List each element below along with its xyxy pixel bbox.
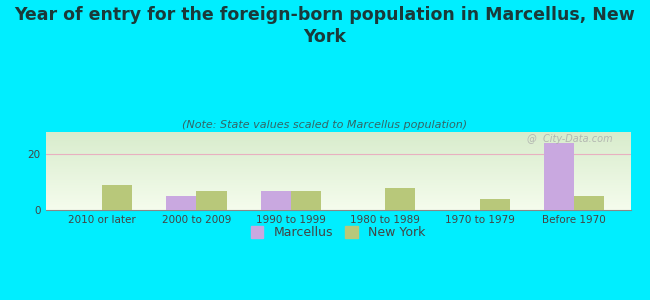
Bar bbox=[261, 190, 291, 210]
Bar bbox=[480, 199, 510, 210]
Bar bbox=[166, 196, 196, 210]
Text: Year of entry for the foreign-born population in Marcellus, New
York: Year of entry for the foreign-born popul… bbox=[14, 6, 636, 46]
Bar bbox=[385, 188, 415, 210]
Text: @  City-Data.com: @ City-Data.com bbox=[527, 134, 613, 144]
Bar bbox=[543, 143, 574, 210]
Bar bbox=[291, 190, 321, 210]
Bar bbox=[574, 196, 604, 210]
Bar bbox=[196, 190, 227, 210]
Text: (Note: State values scaled to Marcellus population): (Note: State values scaled to Marcellus … bbox=[183, 120, 467, 130]
Legend: Marcellus, New York: Marcellus, New York bbox=[246, 221, 430, 244]
Bar bbox=[102, 185, 133, 210]
